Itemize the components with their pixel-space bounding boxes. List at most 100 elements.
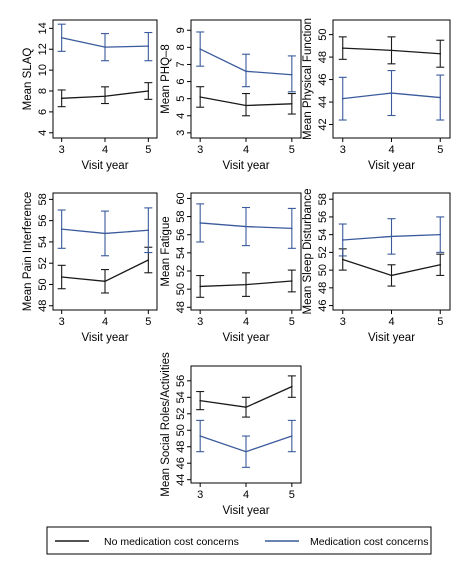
x-tick-label: 3 xyxy=(59,316,65,328)
y-tick-label: 48 xyxy=(317,282,329,294)
y-tick-label: 52 xyxy=(175,265,187,277)
data-point xyxy=(199,285,201,288)
x-tick-label: 3 xyxy=(340,316,346,328)
x-tick-label: 5 xyxy=(437,144,443,156)
data-point xyxy=(147,229,150,232)
y-tick-label: 50 xyxy=(175,424,187,436)
series-no_concern xyxy=(57,82,153,108)
y-axis-title: Mean Pain Interference xyxy=(22,192,34,312)
x-axis-title: Visit year xyxy=(368,332,415,344)
data-point xyxy=(199,435,201,437)
data-point xyxy=(147,90,150,92)
series-concern xyxy=(196,31,296,93)
series-no_concern xyxy=(196,375,296,418)
x-axis-title: Visit year xyxy=(81,332,128,344)
y-tick-label: 60 xyxy=(175,192,187,204)
data-point xyxy=(341,97,344,100)
chart-panel-5: 48 50 52 54 56 58 60 3 4 5 Visit year Mean Fatigue xyxy=(160,192,302,344)
series-concern xyxy=(338,216,445,257)
series-concern xyxy=(196,419,296,468)
x-axis-title: Visit year xyxy=(222,332,269,344)
y-tick-label: 5 xyxy=(175,96,187,102)
x-axis-title: Visit year xyxy=(368,160,415,172)
data-point xyxy=(390,235,393,238)
y-tick-label: 58 xyxy=(175,210,187,222)
series-no_concern xyxy=(338,248,445,287)
y-tick-label: 14 xyxy=(37,22,49,34)
y-axis-title: Mean Physical Function xyxy=(302,18,314,140)
data-point xyxy=(104,95,106,98)
x-tick-label: 3 xyxy=(340,144,346,156)
data-point xyxy=(104,232,106,235)
y-tick-label: 6 xyxy=(175,79,187,85)
x-axis-title: Visit year xyxy=(222,160,269,172)
y-axis-title: Mean Sleep Disturbance xyxy=(302,189,314,315)
data-point xyxy=(291,102,293,105)
y-tick-label: 50 xyxy=(317,264,329,276)
data-point xyxy=(439,233,442,236)
y-tick-label: 58 xyxy=(317,193,329,205)
y-tick-label: 12 xyxy=(37,43,49,55)
x-tick-label: 5 xyxy=(145,316,151,328)
series-no_concern xyxy=(57,246,153,294)
y-tick-label: 48 xyxy=(317,51,329,63)
y-tick-label: 52 xyxy=(175,408,187,420)
legend: No medication cost concerns Medication co… xyxy=(46,526,432,555)
data-point xyxy=(60,97,63,100)
y-tick-label: 48 xyxy=(37,300,49,312)
x-tick-label: 5 xyxy=(289,489,295,501)
y-tick-label: 8 xyxy=(175,44,187,50)
data-point xyxy=(104,46,106,48)
y-tick-label: 4 xyxy=(37,130,49,136)
x-tick-label: 4 xyxy=(388,316,394,328)
x-tick-label: 3 xyxy=(197,144,203,156)
data-point xyxy=(245,104,247,107)
y-axis-title: Mean SLAQ xyxy=(22,48,34,111)
x-tick-label: 4 xyxy=(102,144,108,156)
data-point xyxy=(199,96,201,98)
y-tick-label: 58 xyxy=(37,193,49,205)
y-tick-label: 8 xyxy=(37,88,49,94)
y-tick-label: 46 xyxy=(317,299,329,311)
chart-panel-3: 42 44 46 48 50 3 4 5 Visit year Mean Physical Fun… xyxy=(302,18,451,172)
y-tick-label: 4 xyxy=(175,113,187,119)
y-axis-title: Mean Fatigue xyxy=(160,216,172,286)
y-tick-label: 3 xyxy=(175,130,187,136)
y-tick-label: 50 xyxy=(175,283,187,295)
y-tick-label: 52 xyxy=(37,257,49,269)
data-point xyxy=(245,283,247,286)
data-point xyxy=(390,274,393,277)
data-point xyxy=(291,227,293,230)
y-tick-label: 50 xyxy=(317,28,329,40)
data-point xyxy=(439,96,442,99)
series-concern xyxy=(57,207,153,257)
data-point xyxy=(341,47,344,49)
data-point xyxy=(390,49,393,52)
x-tick-label: 3 xyxy=(59,144,65,156)
chart-panel-4: 48 50 52 54 56 58 3 4 5 Visit year Mean Pain Inter… xyxy=(22,192,158,344)
data-point xyxy=(291,280,293,282)
x-tick-label: 4 xyxy=(243,316,249,328)
y-tick-label: 10 xyxy=(37,64,49,76)
data-point xyxy=(199,222,201,224)
data-point xyxy=(60,276,63,278)
y-tick-label: 56 xyxy=(37,215,49,227)
data-point xyxy=(147,45,150,47)
y-tick-label: 54 xyxy=(175,247,187,259)
y-tick-label: 50 xyxy=(37,278,49,290)
x-axis-title: Visit year xyxy=(81,160,128,172)
legend-label-no_concern: No medication cost concerns xyxy=(104,536,239,548)
y-tick-label: 46 xyxy=(175,457,187,469)
data-point xyxy=(104,280,106,283)
x-tick-label: 5 xyxy=(437,316,443,328)
data-point xyxy=(245,70,247,73)
y-axis-title: Mean PHQ–8 xyxy=(160,44,172,114)
x-tick-label: 3 xyxy=(197,316,203,328)
data-point xyxy=(341,258,344,261)
series-no_concern xyxy=(196,269,296,298)
x-tick-label: 3 xyxy=(197,489,203,501)
y-tick-label: 54 xyxy=(175,391,187,403)
y-tick-label: 54 xyxy=(317,229,329,241)
chart-panel-2: 3 4 5 6 7 8 9 3 4 5 Visit year Mean PHQ–8 xyxy=(160,19,302,172)
